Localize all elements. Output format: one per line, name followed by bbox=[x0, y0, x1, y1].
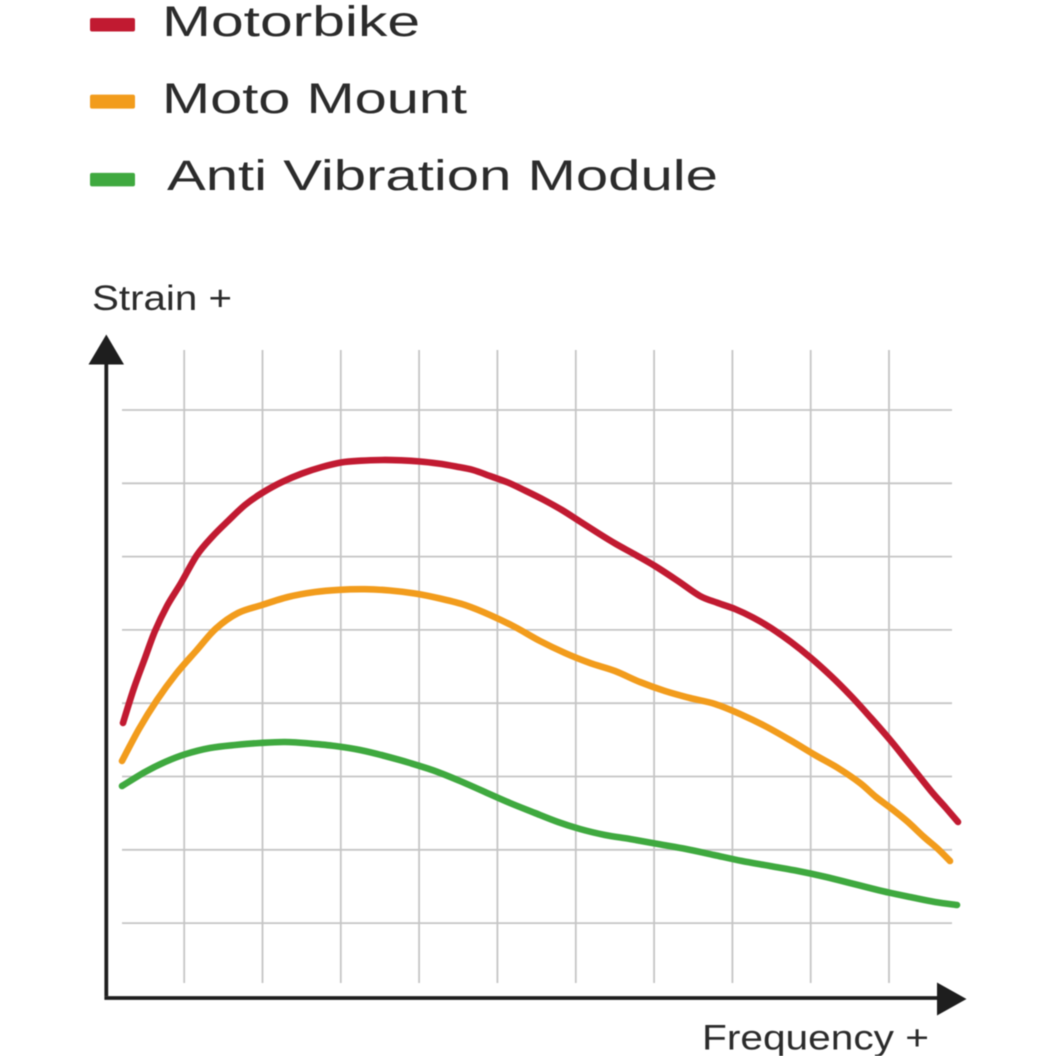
svg-text:Frequency +: Frequency + bbox=[702, 1019, 929, 1056]
svg-text:Strain +: Strain + bbox=[92, 279, 232, 318]
svg-text:Moto Mount: Moto Mount bbox=[162, 75, 467, 123]
svg-text:Motorbike: Motorbike bbox=[162, 0, 420, 46]
svg-text:Anti Vibration Module: Anti Vibration Module bbox=[167, 152, 718, 200]
